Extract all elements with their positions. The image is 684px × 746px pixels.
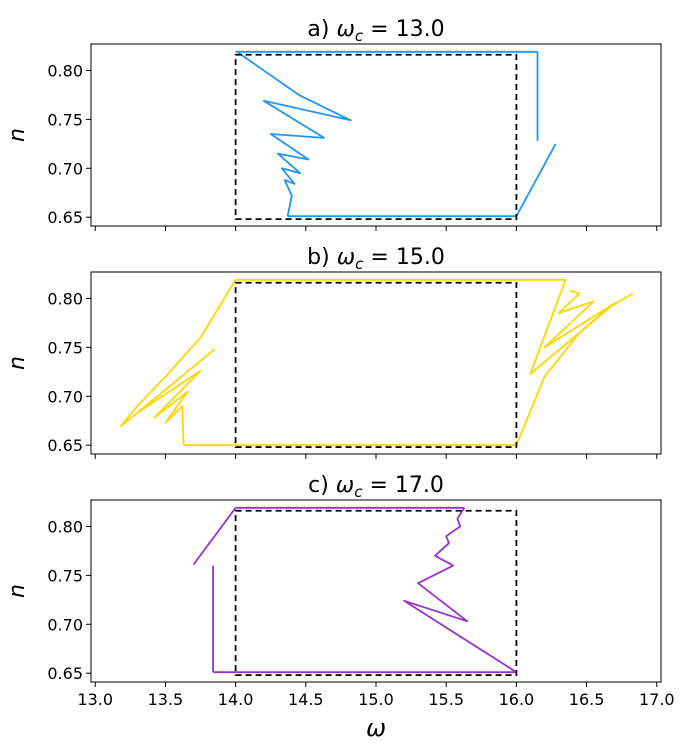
series-left-branch [119,279,237,428]
panel-title: b) ωc = 15.0 [307,245,445,273]
y-tick-label: 0.65 [47,436,83,455]
x-tick-label: 14.0 [218,690,254,709]
series-left-rise [192,507,237,566]
y-tick-label: 0.70 [47,615,83,634]
reference-rect [234,509,518,677]
panel-b: 0.65 0.70 0.75 0.80 n b) ωc = 15.0 [5,245,662,459]
panel-title: a) ωc = 13.0 [307,17,444,45]
y-axis-label: n [5,584,30,598]
x-tick-label: 13.5 [148,690,184,709]
x-tick-label: 16.5 [569,690,605,709]
series-right-spiral [403,507,517,673]
y-axis-label: n [5,356,30,370]
x-axis-label: ω [366,714,386,742]
y-tick-label: 0.80 [47,289,83,308]
series-left-spiral [237,52,352,217]
series-right-branch [515,292,634,446]
reference-rect [234,281,518,449]
x-tick-label: 17.0 [639,690,675,709]
y-tick-label: 0.80 [47,517,83,536]
y-axis-label: n [5,128,30,142]
axes-frame [90,499,662,683]
panel-c: 0.65 0.70 0.75 0.80 13.0 13.5 14.0 14.5 15.0 15.5… [5,473,675,742]
y-tick-label: 0.75 [47,338,83,357]
y-tick-label: 0.75 [47,566,83,585]
y-tick-label: 0.70 [47,387,83,406]
y-tick-label: 0.70 [47,159,83,178]
x-tick-label: 15.5 [428,690,464,709]
panel-title: c) ωc = 17.0 [308,473,444,501]
y-tick-label: 0.80 [47,61,83,80]
x-tick-label: 13.0 [77,690,113,709]
x-tick-label: 14.5 [288,690,324,709]
series-left-spiral [119,348,216,446]
axes-frame [90,43,662,227]
x-tick-label: 16.0 [499,690,535,709]
series-right-rise [515,143,557,217]
reference-rect [234,53,518,221]
x-tick-label: 15.0 [358,690,394,709]
y-tick-label: 0.65 [47,664,83,683]
panel-a: 0.65 0.70 0.75 0.80 n a) ωc = 13.0 [5,17,662,231]
y-tick-label: 0.65 [47,208,83,227]
y-tick-label: 0.75 [47,110,83,129]
series-right-spiral [529,279,616,375]
